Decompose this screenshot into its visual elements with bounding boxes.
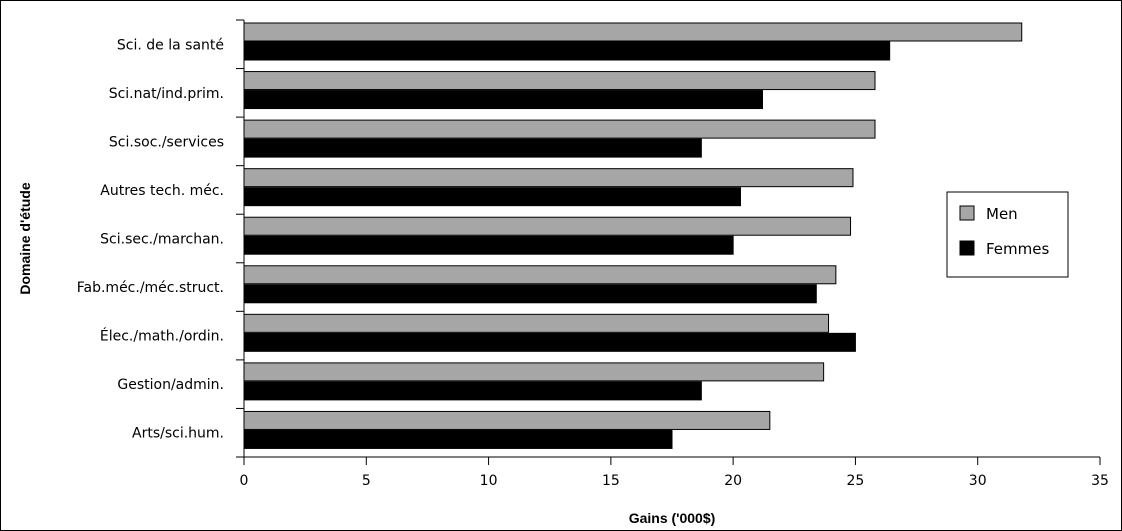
category-labels: Sci. de la santé Sci.nat/ind.prim. Sci.soc…: [77, 37, 224, 441]
bar-femmes-0: [243, 41, 891, 61]
bar-men-7: [243, 362, 825, 382]
category-label: Sci.nat/ind.prim.: [109, 86, 224, 102]
legend-swatch-men: [959, 205, 975, 221]
bar-femmes-5: [243, 284, 817, 304]
x-tick-label: 10: [480, 473, 498, 489]
x-tick-label: 20: [724, 473, 742, 489]
bars-group: [243, 22, 1023, 449]
x-tick-label: 25: [847, 473, 865, 489]
y-axis-title: Domaine d'étude: [17, 182, 33, 294]
bar-men-1: [243, 71, 876, 91]
bar-femmes-8: [243, 429, 673, 449]
bar-men-6: [243, 313, 830, 333]
bar-femmes-4: [243, 235, 734, 255]
legend-label-femmes: Femmes: [986, 240, 1049, 258]
x-axis-title: Gains ('000$): [629, 510, 716, 526]
bar-men-5: [243, 265, 837, 285]
axes-group: [236, 19, 1101, 465]
bar-men-3: [243, 168, 854, 188]
legend-swatch-femmes: [959, 240, 975, 256]
bar-femmes-6: [243, 332, 856, 352]
x-tick-label: 15: [602, 473, 620, 489]
x-tick-label: 35: [1091, 473, 1109, 489]
bar-men-2: [243, 119, 876, 139]
category-label: Sci.sec./marchan.: [100, 232, 224, 248]
category-label: Élec./math./ordin.: [100, 328, 224, 345]
category-label: Arts/sci.hum.: [132, 426, 224, 442]
legend-label-men: Men: [986, 205, 1018, 223]
category-label: Autres tech. méc.: [100, 183, 224, 199]
x-tick-label: 30: [969, 473, 987, 489]
category-label: Fab.méc./méc.struct.: [77, 280, 224, 296]
x-tick-label: 0: [240, 473, 249, 489]
bar-men-0: [243, 22, 1023, 42]
bar-femmes-1: [243, 90, 763, 110]
bar-femmes-2: [243, 138, 702, 158]
bar-men-8: [243, 410, 771, 430]
x-tick-label: 5: [362, 473, 371, 489]
bar-femmes-7: [243, 381, 702, 401]
category-label: Sci.soc./services: [109, 134, 224, 150]
category-label: Gestion/admin.: [117, 377, 224, 393]
x-tick-labels: 0 5 10 15 20 25 30 35: [240, 473, 1109, 489]
bar-men-4: [243, 216, 852, 236]
bar-femmes-3: [243, 187, 741, 207]
category-label: Sci. de la santé: [117, 37, 224, 53]
legend: Men Femmes: [946, 191, 1069, 278]
